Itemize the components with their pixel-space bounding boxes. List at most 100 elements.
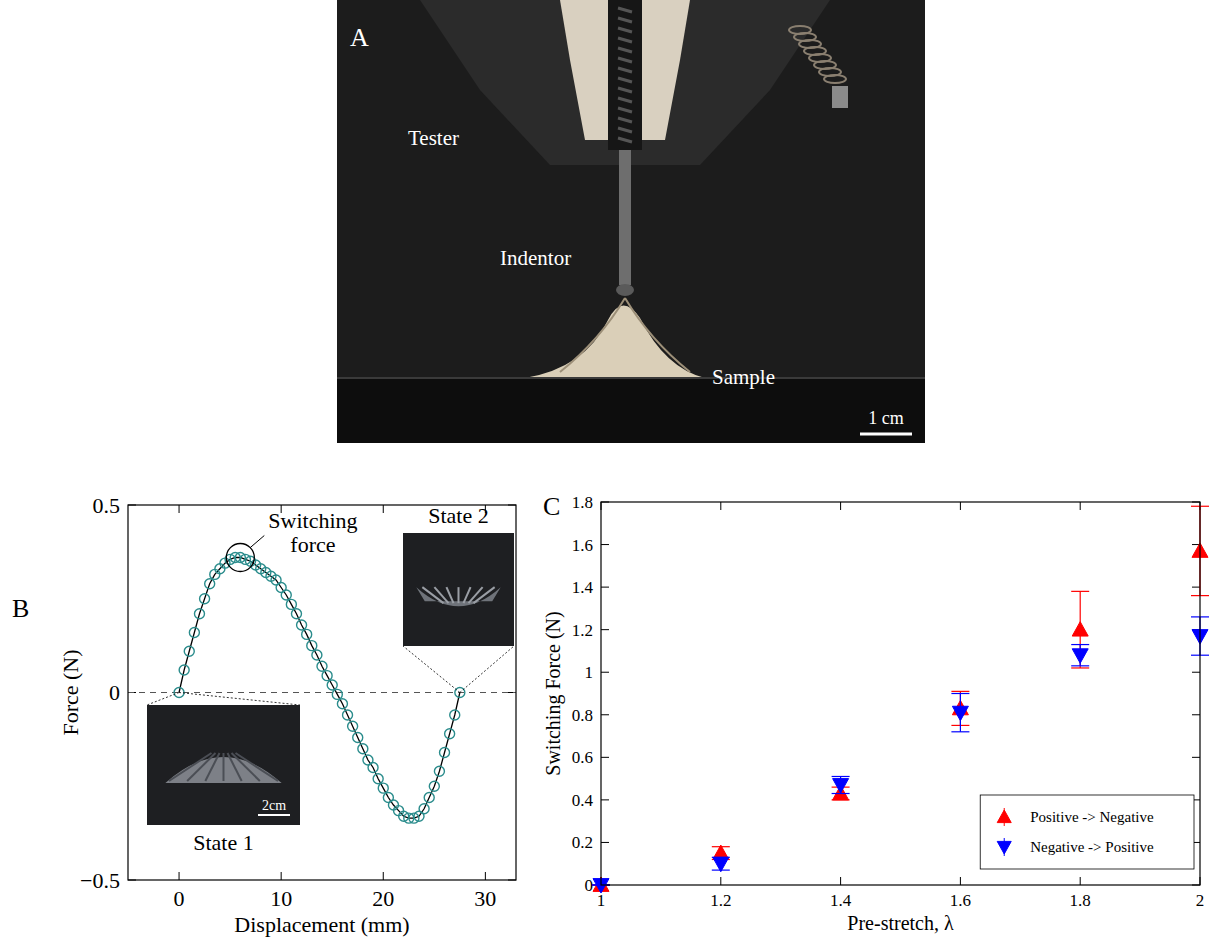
y-tick [601,714,609,715]
data-point [297,620,307,630]
data-point [1072,622,1088,636]
leader-line [179,693,300,706]
error-cap [951,691,969,692]
x-tick-top [960,502,961,510]
y-tick-right [1192,714,1200,715]
data-point [368,763,378,773]
inset-scale-bar [258,814,290,816]
thread [618,118,632,122]
y-tick-right [1192,757,1200,758]
error-cap [1071,667,1089,668]
x-tick [281,872,282,880]
data-point [184,646,194,656]
leader-line [403,646,460,693]
error-cap [951,731,969,732]
leader-line [147,693,179,706]
panel-label: C [543,492,560,521]
plot-frame [601,502,1200,885]
spring-end [832,86,848,108]
data-point [1072,649,1088,663]
y-tick-label: 1.2 [572,621,593,640]
annotation-line: Switching [268,508,357,533]
x-tick-top [179,505,180,513]
scale-bar-label: 1 cm [868,408,904,428]
plot-background [128,505,516,880]
annotation-line: force [290,532,335,557]
data-point [833,779,849,793]
data-point [419,804,429,814]
indentor-tip [616,284,634,296]
error-cap [832,776,850,777]
x-tick-label: 0 [174,886,185,911]
thread [618,8,632,12]
data-point [179,665,189,675]
data-point [205,579,215,589]
thread [618,78,632,82]
y-tick-label: 1.8 [572,493,593,512]
x-tick-top [383,505,384,513]
x-tick [960,877,961,885]
data-group [592,506,1209,893]
tester-body [420,0,830,165]
data-point [312,650,322,660]
leader-line [460,646,514,693]
y-tick-label: 0 [585,876,594,895]
data-point [286,599,296,609]
y-tick-label: 0 [109,680,120,705]
inset-photo: 2cm [147,705,300,825]
x-tick-top [720,502,721,510]
x-tick-label: 1.2 [710,891,731,910]
y-tick [601,544,609,545]
x-tick [840,877,841,885]
data-point [445,729,455,739]
y-tick-label: 0.4 [572,791,594,810]
data-point [440,748,450,758]
y-tick-label: 1.4 [572,578,594,597]
x-tick-label: 1.6 [950,891,971,910]
x-tick-label: 1.4 [830,891,852,910]
data-point [194,609,204,619]
inset-fold [434,587,448,603]
x-tick [383,872,384,880]
photo-background [337,0,925,443]
panel-label: A [350,23,369,52]
x-tick [1080,877,1081,885]
photo-label: Sample [712,365,775,389]
x-tick-label: 20 [372,886,394,911]
annotation-leader [250,536,264,548]
inset-photo [403,533,514,646]
legend-box [980,795,1194,869]
error-cap [1071,591,1089,592]
photo-label: Tester [408,126,459,150]
x-tick [720,877,721,885]
photo-label: Indentor [500,246,571,270]
y-tick-label: −0.5 [80,868,120,893]
y-tick-label: 0.6 [572,748,593,767]
inset-fold [236,753,279,781]
x-tick-label: 10 [270,886,292,911]
page: {"panel_a": {"label": "A", "texts": ["Te… [0,0,1232,942]
thread [618,98,632,102]
panel-c: 11.21.41.61.8200.20.40.60.811.21.41.61.8… [542,492,1209,934]
inset-label: State 2 [428,503,489,528]
data-point [200,594,210,604]
thread [618,48,632,52]
panel-b: 0102030−0.500.5Displacement (mm)Force (N… [12,493,516,937]
thread [618,128,632,132]
inset-scale-label: 2cm [262,798,286,813]
data-point [337,699,347,709]
plot-background [601,502,1200,885]
y-tick-label: 0.5 [93,493,121,518]
y-tick [601,799,609,800]
data-point [189,628,199,638]
y-axis-title: Force (N) [58,649,83,735]
data-point [378,783,388,793]
y-tick-right [1192,672,1200,673]
legend-symbol-bar [1004,838,1005,856]
y-tick-label: 1 [585,663,594,682]
legend-label: Negative -> Positive [1030,839,1154,855]
x-tick [485,872,486,880]
annotation-text: Switchingforce [268,508,357,557]
data-point [348,721,358,731]
inset-fold [458,587,460,603]
